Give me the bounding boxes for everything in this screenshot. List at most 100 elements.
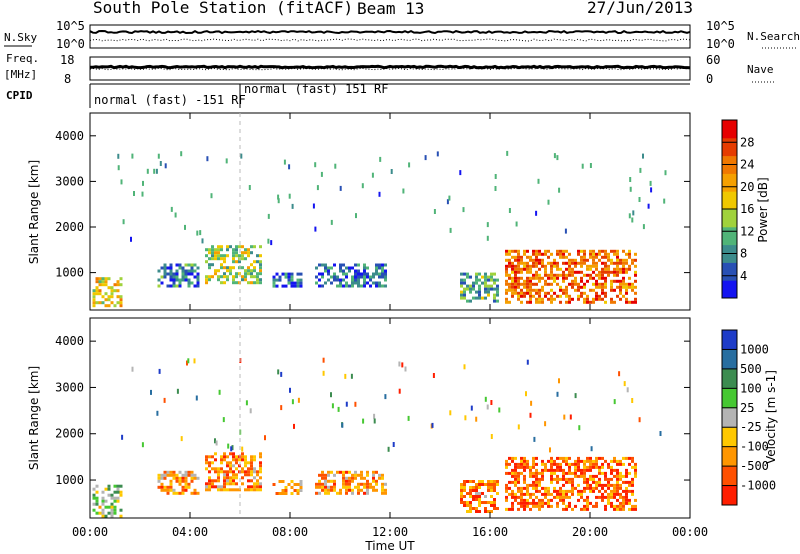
echo-cell (616, 270, 619, 274)
echo-cell (574, 276, 577, 280)
echo-cell (619, 261, 622, 265)
echo-cell (253, 266, 256, 270)
echo-cell (357, 473, 360, 477)
echo-cell (556, 492, 559, 496)
echo-cell (514, 477, 517, 481)
echo-cell (631, 504, 634, 508)
echo-cell (607, 258, 610, 262)
echo-cell (556, 468, 559, 472)
echo-cell (314, 162, 317, 168)
echo-cell (514, 255, 517, 259)
echo-cell (472, 486, 475, 489)
echo-cell (538, 261, 541, 265)
echo-cell (583, 252, 586, 256)
echo-cell (217, 248, 220, 252)
echo-cell (508, 471, 511, 475)
echo-cell (318, 482, 321, 486)
echo-cell (613, 279, 616, 283)
echo-cell (475, 498, 478, 501)
echo-cell (598, 294, 601, 298)
echo-cell (604, 504, 607, 508)
echo-cell (544, 501, 547, 505)
echo-cell (586, 477, 589, 481)
echo-cell (350, 373, 353, 379)
echo-cell (520, 270, 523, 274)
nsky-label: N.Sky (4, 31, 37, 44)
x-tick-label: 12:00 (372, 525, 408, 539)
echo-cell (333, 263, 336, 267)
echo-cell (107, 286, 111, 290)
echo-cell (92, 298, 96, 302)
echo-cell (604, 270, 607, 274)
echo-cell (360, 473, 363, 477)
echo-cell (357, 275, 360, 279)
echo-cell (361, 183, 364, 189)
echo-cell (520, 300, 523, 304)
echo-cell (250, 458, 253, 462)
echo-cell (469, 275, 472, 279)
echo-cell (324, 473, 327, 477)
echo-cell (220, 461, 223, 465)
x-tick-label: 08:00 (272, 525, 308, 539)
echo-cell (604, 495, 607, 499)
echo-cell (622, 294, 625, 298)
echo-cell (387, 446, 390, 452)
echo-cell (538, 477, 541, 481)
echo-cell (296, 281, 300, 285)
echo-cell (622, 480, 625, 484)
x-tick-label: 00:00 (672, 525, 708, 539)
echo-cell (598, 495, 601, 499)
echo-cell (226, 248, 229, 252)
echo-cell (568, 273, 571, 277)
echo-cell (520, 501, 523, 505)
echo-cell (571, 282, 574, 286)
echo-cell (535, 261, 538, 265)
echo-cell (529, 294, 532, 298)
echo-cell (535, 486, 538, 490)
echo-cell (562, 498, 565, 502)
echo-cell (339, 185, 342, 191)
echo-cell (592, 255, 595, 259)
echo-cell (496, 480, 499, 483)
echo-cell (490, 486, 493, 489)
echo-cell (235, 467, 238, 471)
echo-cell (493, 296, 496, 300)
echo-cell (511, 288, 514, 292)
echo-cell (664, 170, 667, 176)
echo-cell (610, 282, 613, 286)
echo-cell (247, 254, 250, 258)
echo-cell (315, 281, 318, 285)
echo-cell (622, 282, 625, 286)
echo-cell (484, 510, 487, 513)
echo-cell (535, 291, 538, 295)
echo-cell (580, 255, 583, 259)
echo-cell (327, 485, 330, 489)
echo-cell (514, 258, 517, 262)
echo-cell (327, 491, 330, 495)
echo-cell (613, 459, 616, 463)
echo-cell (508, 261, 511, 265)
echo-cell (232, 458, 235, 462)
echo-cell (259, 278, 262, 282)
echo-cell (535, 210, 538, 216)
echo-cell (205, 254, 208, 258)
echo-cell (244, 272, 247, 276)
colorbar-swatch (722, 191, 737, 210)
echo-cell (226, 461, 229, 465)
echo-cell (241, 266, 244, 270)
echo-cell (470, 405, 473, 411)
echo-cell (556, 252, 559, 256)
echo-cell (550, 297, 553, 301)
echo-cell (381, 473, 384, 477)
echo-cell (244, 464, 247, 468)
echo-cell (223, 281, 226, 285)
echo-cell (562, 255, 565, 259)
echo-cell (472, 507, 475, 510)
echo-cell (571, 477, 574, 481)
echo-cell (478, 480, 481, 483)
echo-cell (357, 272, 360, 276)
echo-cell (220, 266, 223, 270)
echo-cell (460, 272, 463, 276)
echo-cell (553, 276, 556, 280)
